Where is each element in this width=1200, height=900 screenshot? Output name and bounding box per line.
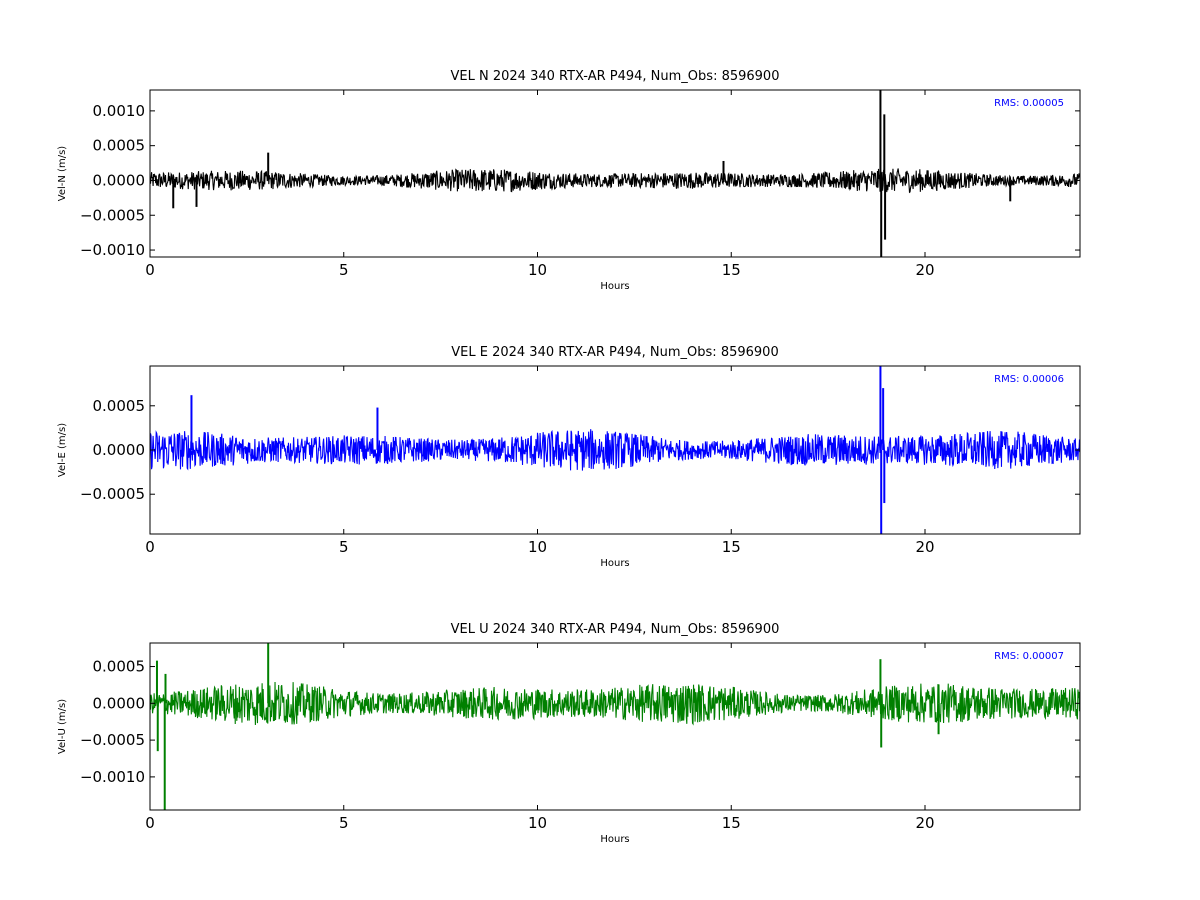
y-tick-label: −0.0010 xyxy=(80,241,145,259)
series-trace xyxy=(150,168,1080,194)
x-tick-label: 15 xyxy=(722,261,741,279)
x-tick-label: 5 xyxy=(339,261,349,279)
subplot-2: 0 5 10 15 20 −0.0005 0.0000 0.0005 VEL E 2024 34… xyxy=(57,345,1081,569)
x-tick-label: 5 xyxy=(339,814,349,832)
chart-title: VEL E 2024 340 RTX-AR P494, Num_Obs: 859… xyxy=(451,345,778,360)
y-axis-label: Vel-E (m/s) xyxy=(57,423,68,477)
y-tick-label: 0.0000 xyxy=(93,694,146,712)
y-axis-label: Vel-U (m/s) xyxy=(57,699,68,754)
y-tick-label: 0.0005 xyxy=(93,397,146,415)
plot-frame xyxy=(149,89,1081,258)
x-tick-label: 10 xyxy=(528,538,547,556)
x-axis-label: Hours xyxy=(600,834,629,845)
y-tick-label: 0.0010 xyxy=(93,102,146,120)
x-tick-label: 5 xyxy=(339,538,349,556)
subplot-3: 0 5 10 15 20 −0.0010 −0.0005 0.0000 0.0005 VEL U … xyxy=(57,622,1081,845)
x-axis-label: Hours xyxy=(600,281,629,292)
x-tick-label: 15 xyxy=(722,814,741,832)
x-tick-label: 10 xyxy=(528,261,547,279)
y-tick-label: −0.0005 xyxy=(80,731,145,749)
x-tick-label: 15 xyxy=(722,538,741,556)
subplot-1: 0 5 10 15 20 −0.0010 −0.0005 0.0000 0.0005 0.0010… xyxy=(57,69,1081,292)
x-tick-label: 20 xyxy=(915,261,934,279)
y-tick-label: 0.0005 xyxy=(93,658,146,676)
y-tick-label: 0.0000 xyxy=(93,171,146,189)
x-tick-label: 0 xyxy=(145,538,155,556)
x-axis-label: Hours xyxy=(600,558,629,569)
rms-annotation: RMS: 0.00005 xyxy=(994,98,1064,109)
chart-title: VEL N 2024 340 RTX-AR P494, Num_Obs: 859… xyxy=(451,69,780,84)
x-tick-label: 20 xyxy=(915,538,934,556)
series-trace xyxy=(150,429,1080,471)
plot-frame xyxy=(149,642,1081,811)
x-tick-label: 10 xyxy=(528,814,547,832)
y-tick-label: 0.0005 xyxy=(93,137,146,155)
y-tick-label: −0.0005 xyxy=(80,485,145,503)
x-tick-label: 0 xyxy=(145,814,155,832)
rms-annotation: RMS: 0.00006 xyxy=(994,374,1064,385)
y-tick-label: −0.0005 xyxy=(80,206,145,224)
series-trace xyxy=(150,681,1080,726)
y-tick-label: −0.0010 xyxy=(80,768,145,786)
x-tick-label: 0 xyxy=(145,261,155,279)
x-tick-label: 20 xyxy=(915,814,934,832)
y-axis-label: Vel-N (m/s) xyxy=(57,146,68,201)
y-tick-label: 0.0000 xyxy=(93,441,146,459)
rms-annotation: RMS: 0.00007 xyxy=(994,651,1064,662)
chart-title: VEL U 2024 340 RTX-AR P494, Num_Obs: 859… xyxy=(451,622,780,637)
